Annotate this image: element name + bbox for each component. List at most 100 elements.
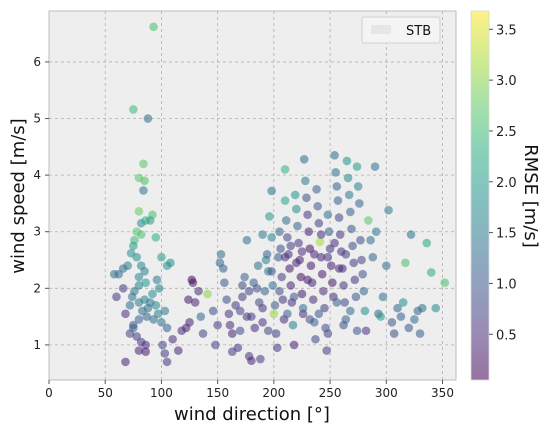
- data-point: [151, 300, 161, 310]
- data-point: [283, 309, 292, 319]
- data-point: [154, 284, 164, 293]
- data-point: [283, 233, 292, 242]
- data-point: [351, 292, 361, 302]
- data-point: [319, 286, 328, 296]
- data-point: [358, 269, 367, 279]
- data-point: [398, 298, 408, 307]
- x-tick-label: 50: [98, 386, 113, 400]
- data-point: [387, 317, 397, 327]
- data-point: [190, 298, 200, 307]
- data-point: [129, 323, 138, 333]
- data-point: [311, 334, 320, 344]
- data-point: [267, 267, 276, 276]
- data-point: [323, 252, 333, 262]
- data-point: [422, 238, 432, 248]
- data-point: [393, 303, 402, 313]
- data-point: [294, 238, 303, 248]
- data-point: [297, 289, 307, 299]
- data-point: [316, 230, 326, 239]
- data-point: [256, 354, 265, 364]
- data-point: [250, 323, 260, 333]
- data-point: [293, 221, 302, 231]
- x-axis-ticks: 0 50 100 150 200 250 300 350: [45, 380, 454, 400]
- data-point: [184, 295, 193, 304]
- data-point: [292, 204, 301, 214]
- data-point: [333, 196, 343, 205]
- data-point: [157, 252, 166, 262]
- data-point: [267, 186, 276, 196]
- data-point: [136, 218, 146, 228]
- data-point: [134, 207, 144, 216]
- data-point: [344, 190, 354, 200]
- data-point: [253, 261, 263, 270]
- legend-marker: [371, 25, 391, 34]
- data-point: [308, 295, 318, 304]
- data-point: [247, 356, 256, 366]
- data-point: [313, 201, 323, 211]
- data-point: [352, 162, 362, 171]
- data-point: [121, 309, 130, 319]
- data-point: [187, 275, 197, 285]
- data-point: [296, 272, 306, 282]
- data-point: [213, 320, 222, 330]
- data-point: [312, 184, 321, 194]
- data-point: [349, 258, 358, 268]
- data-point: [196, 312, 206, 321]
- colorbar-tick-label: 3.0: [496, 74, 517, 89]
- data-point: [160, 306, 170, 316]
- data-point: [118, 284, 128, 293]
- data-point: [289, 292, 299, 302]
- data-point: [129, 105, 138, 114]
- x-tick-label: 200: [262, 386, 285, 400]
- data-point: [168, 334, 177, 344]
- data-point: [143, 303, 153, 313]
- colorbar-tick-label: 2.0: [496, 176, 517, 191]
- colorbar-tick-label: 0.5: [496, 328, 517, 343]
- legend: STB: [361, 16, 441, 44]
- data-point: [288, 320, 298, 330]
- data-point: [152, 275, 162, 285]
- data-point: [271, 329, 281, 338]
- data-point: [339, 320, 348, 330]
- data-point: [331, 167, 340, 177]
- data-point: [220, 278, 229, 287]
- data-point: [140, 267, 149, 276]
- data-point: [301, 176, 310, 186]
- data-point: [342, 156, 352, 166]
- x-tick-label: 300: [375, 386, 398, 400]
- data-point: [148, 289, 157, 299]
- data-point: [260, 286, 270, 296]
- data-point: [280, 252, 290, 262]
- data-point: [272, 343, 282, 353]
- data-point: [112, 292, 121, 302]
- data-point: [366, 235, 375, 245]
- colorbar-tick-label: 3.5: [496, 23, 517, 38]
- colorbar-ticks: 0.5 1.0 1.5 2.0 2.5 3.0 3.5: [489, 23, 517, 343]
- data-point: [263, 326, 273, 336]
- data-point: [356, 235, 365, 245]
- data-point: [240, 272, 249, 282]
- data-point: [280, 196, 290, 205]
- data-point: [224, 309, 234, 319]
- colorbar-tick-label: 1.0: [496, 277, 517, 292]
- colorbar-tick-label: 2.5: [496, 125, 517, 140]
- y-tick-label: 1: [33, 338, 41, 352]
- data-point: [410, 315, 419, 324]
- data-point: [139, 159, 148, 169]
- data-point: [268, 281, 278, 290]
- data-point: [149, 22, 158, 32]
- data-point: [343, 173, 353, 183]
- data-point: [314, 218, 324, 228]
- y-tick-label: 5: [33, 112, 41, 126]
- y-tick-label: 2: [33, 281, 41, 295]
- data-point: [262, 250, 272, 259]
- data-point: [330, 151, 339, 160]
- data-point: [417, 303, 427, 313]
- data-point: [381, 261, 391, 270]
- data-point: [275, 286, 284, 296]
- data-point: [341, 250, 351, 259]
- data-point: [323, 210, 333, 220]
- data-point: [320, 303, 329, 313]
- data-point: [323, 329, 333, 338]
- data-point: [231, 300, 240, 310]
